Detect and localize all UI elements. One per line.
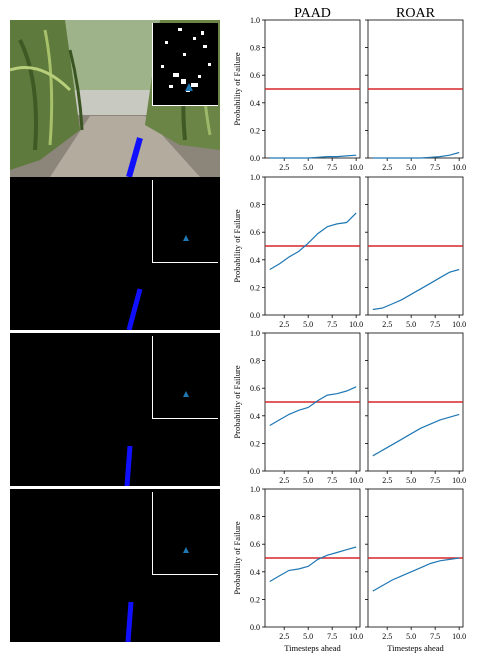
subplot-roar-row-1: 2.5 5.0 7.5 10.0 [365,19,466,172]
camera-panel-4 [10,489,220,642]
y-tick-label: 0.6 [250,384,260,393]
y-tick-label: 0.0 [250,311,260,320]
y-tick-label: 0.8 [250,201,260,210]
x-tick-label: 2.5 [382,163,392,172]
y-tick-label: 1.0 [250,485,260,494]
x-tick-label: 10.0 [349,163,363,172]
x-tick-label: 7.5 [327,163,337,172]
y-axis-label: Probability of Failure [232,521,242,594]
y-tick-label: 0.6 [250,228,260,237]
series-line-roar [372,413,460,457]
y-axis-label: Probability of Failure [232,365,242,438]
series-line-paad [269,212,357,271]
x-tick-label: 10.0 [349,476,363,485]
x-tick-label: 5.0 [406,320,416,329]
x-tick-label: 5.0 [303,163,313,172]
series-line-roar [372,557,460,592]
y-tick-label: 0.6 [250,540,260,549]
x-tick-label: 2.5 [279,320,289,329]
series-line-paad [269,154,357,159]
subplot-roar-row-2: 2.5 5.0 7.5 10.0 [365,176,466,329]
x-tick-label: 7.5 [430,163,440,172]
x-tick-label: 10.0 [452,163,466,172]
y-tick-label: 0.4 [250,568,260,577]
y-axis-label: Probability of Failure [232,52,242,125]
series-line-roar [372,268,460,311]
y-tick-label: 0.8 [250,513,260,522]
lidar-inset-3 [152,336,218,419]
y-tick-label: 0.4 [250,256,260,265]
lidar-inset-4 [152,492,218,575]
subplot-roar-row-4: 2.5 5.0 7.5 10.0 Timesteps ahead [365,488,466,653]
subplot-paad-row-3: 2.5 5.0 7.5 10.0 0.0 0.2 0.4 0.6 0.8 1.0 Probabili… [232,329,363,485]
y-tick-label: 0.2 [250,595,260,604]
x-tick-label: 5.0 [406,163,416,172]
x-tick-label: 7.5 [327,632,337,641]
y-axis-label: Probability of Failure [232,209,242,282]
y-tick-label: 0.8 [250,44,260,53]
x-tick-label: 10.0 [452,476,466,485]
x-tick-label: 2.5 [279,632,289,641]
series-line-paad [269,546,357,583]
camera-column [0,0,230,660]
lidar-inset-1 [152,23,218,106]
y-tick-label: 0.4 [250,412,260,421]
camera-panel-3 [10,333,220,486]
y-tick-label: 1.0 [250,173,260,182]
x-tick-label: 5.0 [406,476,416,485]
x-tick-label: 2.5 [279,476,289,485]
series-line-roar [372,151,460,159]
x-tick-label: 2.5 [382,320,392,329]
x-tick-label: 5.0 [303,320,313,329]
path-line-2 [126,288,143,330]
x-tick-label: 2.5 [382,632,392,641]
path-line-3 [124,445,133,486]
x-tick-label: 10.0 [349,320,363,329]
subplot-paad-row-4: 2.5 5.0 7.5 10.0 0.0 0.2 0.4 0.6 0.8 1.0 Probabili… [232,485,363,653]
y-tick-label: 1.0 [250,16,260,25]
path-line-4 [125,601,134,642]
x-tick-label: 7.5 [327,320,337,329]
x-tick-label: 7.5 [327,476,337,485]
x-tick-label: 7.5 [430,632,440,641]
subplot-roar-row-3: 2.5 5.0 7.5 10.0 [365,332,466,485]
y-tick-label: 0.0 [250,467,260,476]
y-tick-label: 0.4 [250,99,260,108]
y-tick-label: 0.2 [250,439,260,448]
x-axis-label: Timesteps ahead [387,643,444,653]
y-tick-label: 0.2 [250,126,260,135]
x-tick-label: 5.0 [406,632,416,641]
lidar-inset-2 [152,180,218,263]
camera-panel-1 [10,20,220,177]
path-line-1 [126,137,143,177]
y-tick-label: 0.2 [250,283,260,292]
y-tick-label: 0.6 [250,71,260,80]
y-tick-label: 0.0 [250,154,260,163]
subplot-paad-row-2: 2.5 5.0 7.5 10.0 0.0 0.2 0.4 0.6 0.8 1.0 Probabili… [232,173,363,329]
failure-probability-charts: PAAD ROAR 2.5 5.0 7.5 10.0 0.0 0.2 0.4 0.6 0.8 1.0 P… [232,6,466,653]
x-tick-label: 2.5 [382,476,392,485]
subplot-paad-row-1: 2.5 5.0 7.5 10.0 0.0 0.2 0.4 0.6 0.8 1.0 Probabili… [232,16,363,172]
x-tick-label: 10.0 [452,632,466,641]
x-axis-label: Timesteps ahead [284,643,341,653]
position-marker-4 [183,547,189,553]
x-tick-label: 7.5 [430,320,440,329]
position-marker-2 [183,235,189,241]
x-tick-label: 5.0 [303,476,313,485]
column-title-roar: ROAR [396,6,436,21]
x-tick-label: 7.5 [430,476,440,485]
x-tick-label: 5.0 [303,632,313,641]
y-tick-label: 1.0 [250,329,260,338]
camera-panel-2 [10,177,220,330]
series-line-paad [269,386,357,427]
column-title-paad: PAAD [294,6,331,21]
y-tick-label: 0.0 [250,623,260,632]
x-tick-label: 10.0 [452,320,466,329]
position-marker-3 [183,391,189,397]
x-tick-label: 10.0 [349,632,363,641]
x-tick-label: 2.5 [279,163,289,172]
y-tick-label: 0.8 [250,357,260,366]
